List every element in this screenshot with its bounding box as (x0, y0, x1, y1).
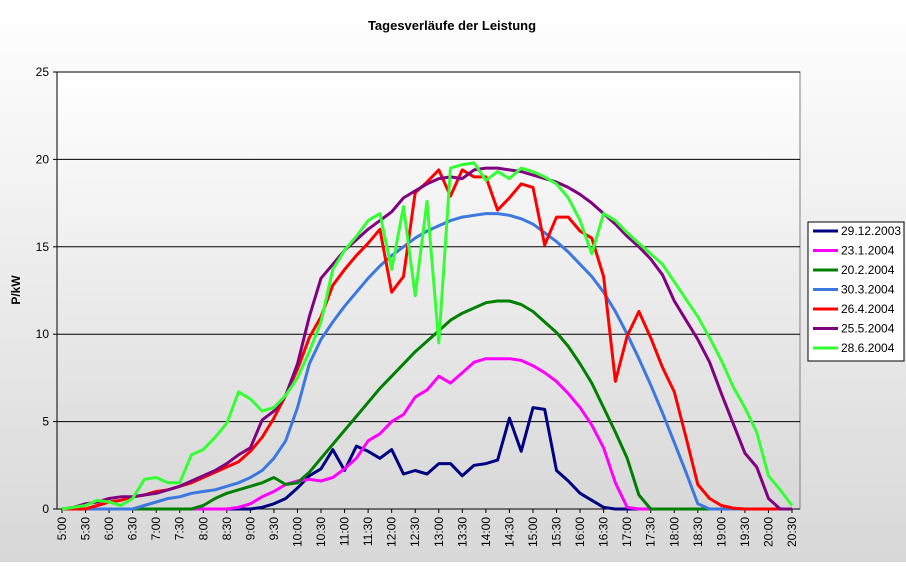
x-tick-label: 15:00 (526, 517, 540, 547)
x-tick-label: 6:30 (126, 517, 140, 541)
x-tick-label: 12:00 (385, 517, 399, 547)
x-tick-label: 18:00 (667, 517, 681, 547)
x-tick-label: 10:30 (314, 517, 328, 547)
x-tick-label: 17:30 (644, 517, 658, 547)
x-tick-label: 17:00 (620, 517, 634, 547)
legend-label: 23.1.2004 (841, 244, 895, 258)
x-tick-label: 13:00 (432, 517, 446, 547)
x-tick-label: 14:00 (479, 517, 493, 547)
series-line (62, 299, 792, 511)
x-tick-label: 11:30 (361, 517, 375, 546)
legend (807, 221, 905, 362)
y-tick-label: 10 (36, 327, 50, 341)
legend-label: 30.3.2004 (841, 283, 895, 297)
x-tick-label: 19:30 (738, 517, 752, 547)
x-tick-label: 7:00 (149, 517, 163, 541)
y-tick-label: 5 (42, 415, 49, 429)
x-tick-label: 18:30 (691, 517, 705, 547)
legend-label: 26.4.2004 (841, 302, 895, 316)
series-line (61, 161, 794, 511)
x-tick-label: 15:30 (550, 517, 564, 547)
legend-label: 20.2.2004 (841, 263, 895, 277)
x-tick-label: 14:30 (502, 517, 516, 547)
x-tick-label: 5:00 (55, 517, 69, 541)
series-line (61, 166, 792, 511)
x-tick-label: 6:00 (102, 517, 116, 541)
x-tick-label: 16:30 (597, 517, 611, 547)
plot-area (56, 71, 801, 510)
legend-label: 25.5.2004 (841, 322, 895, 336)
x-tick-label: 10:00 (290, 517, 304, 547)
x-tick-label: 8:00 (196, 517, 210, 541)
x-tick-label: 20:00 (761, 517, 775, 547)
x-tick-label: 13:30 (455, 517, 469, 547)
series-line (62, 212, 792, 511)
x-tick-label: 9:30 (267, 517, 281, 541)
x-tick-label: 11:00 (338, 517, 352, 546)
y-axis-label: P/kW (9, 275, 23, 305)
legend-label: 29.12.2003 (841, 224, 901, 238)
y-tick-label: 0 (42, 502, 49, 516)
legend-label: 28.6.2004 (841, 341, 895, 355)
x-tick-label: 7:30 (173, 517, 187, 541)
chart-title: Tagesverläufe der Leistung (368, 18, 536, 33)
x-tick-label: 20:30 (785, 517, 799, 547)
x-tick-label: 12:30 (408, 517, 422, 547)
x-tick-label: 9:00 (243, 517, 257, 541)
x-tick-label: 8:30 (220, 517, 234, 541)
x-tick-label: 19:00 (714, 517, 728, 547)
y-tick-label: 25 (36, 65, 50, 79)
x-tick-label: 5:30 (79, 517, 93, 541)
y-tick-label: 15 (36, 240, 50, 254)
x-tick-label: 16:00 (573, 517, 587, 547)
y-tick-label: 20 (36, 152, 50, 166)
